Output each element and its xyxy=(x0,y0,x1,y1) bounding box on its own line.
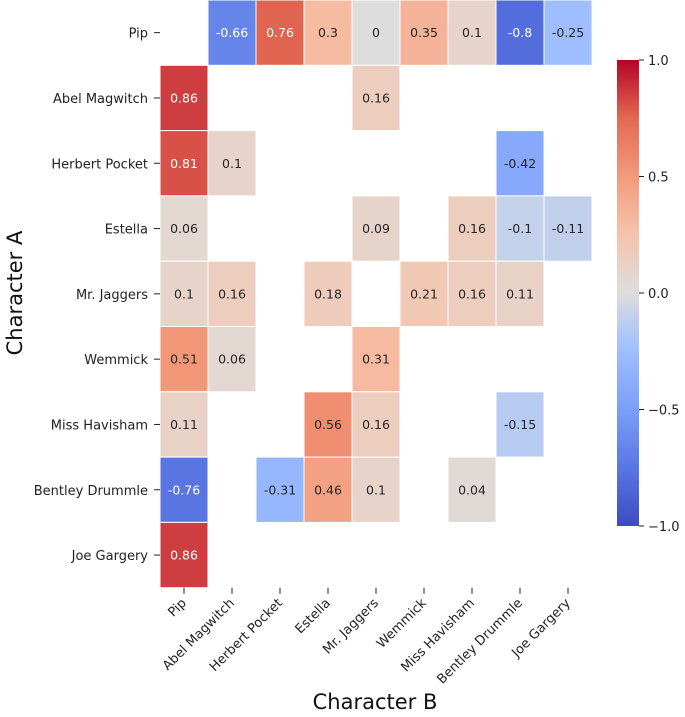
heatmap-cell xyxy=(159,64,209,132)
cell-value-label: 0.09 xyxy=(362,221,390,236)
heatmap-cell xyxy=(207,0,257,66)
cell-value-label: 0.18 xyxy=(314,286,342,301)
y-tick-label: Mr. Jaggers xyxy=(76,288,148,303)
cell-value-label: -0.66 xyxy=(216,25,248,40)
cell-value-label: 0.1 xyxy=(462,25,482,40)
y-tick-label: Wemmick xyxy=(84,353,148,368)
heatmap-cell xyxy=(159,195,209,262)
cell-value-label: 0.1 xyxy=(222,156,242,171)
colorbar-tick-label: 0.5 xyxy=(648,171,669,186)
cell-value-label: 0.1 xyxy=(174,286,194,301)
cell-value-label: 0.3 xyxy=(318,25,338,40)
heatmap-cell xyxy=(351,195,401,262)
cell-value-label: 0.21 xyxy=(410,286,438,301)
heatmap-cell xyxy=(543,195,593,262)
cell-value-label: 0.16 xyxy=(458,221,486,236)
cell-value-label: 0.46 xyxy=(314,482,342,497)
cell-value-label: 0.86 xyxy=(170,548,198,563)
colorbar-gradient xyxy=(617,60,639,526)
x-axis-title: Character B xyxy=(313,690,438,714)
y-tick-label: Miss Havisham xyxy=(51,418,148,433)
heatmap-cell xyxy=(399,0,449,66)
cell-value-label: -0.76 xyxy=(168,482,200,497)
y-tick-label: Abel Magwitch xyxy=(53,92,148,107)
cell-value-label: -0.8 xyxy=(508,25,532,40)
cell-value-label: 0.11 xyxy=(170,417,198,432)
heatmap-cell xyxy=(447,0,497,66)
heatmap-cell xyxy=(351,326,401,393)
cell-value-label: 0.16 xyxy=(362,417,390,432)
x-tick-label: Pip xyxy=(165,596,189,620)
heatmap-cells: -0.66 0.76 0.3 0 0.35 0.1 -0.8 -0.25 0.86 0.16 0.8… xyxy=(159,0,593,589)
heatmap-cell xyxy=(351,0,401,66)
colorbar-tick-label: 0.0 xyxy=(648,287,669,302)
heatmap-cell xyxy=(159,456,209,523)
y-tick-label: Joe Gargery xyxy=(71,549,149,564)
heatmap-cell xyxy=(303,0,353,66)
heatmap-cell xyxy=(447,195,497,262)
cell-value-label: 0.31 xyxy=(362,352,390,367)
colorbar-tick-label: 1.0 xyxy=(648,54,669,69)
cell-value-label: 0.51 xyxy=(170,352,198,367)
y-tick-label: Bentley Drummle xyxy=(34,484,148,499)
heatmap-cell xyxy=(207,326,257,393)
heatmap-cell xyxy=(303,260,353,328)
heatmap-cell xyxy=(207,260,257,328)
cell-value-label: 0.16 xyxy=(218,286,246,301)
cell-value-label: 0.06 xyxy=(218,352,246,367)
heatmap-cell xyxy=(159,260,209,328)
heatmap-cell xyxy=(543,0,593,66)
heatmap-cell xyxy=(303,391,353,458)
heatmap-cell xyxy=(351,391,401,458)
heatmap-cell xyxy=(303,456,353,523)
y-tick-label: Pip xyxy=(129,27,148,42)
cell-value-label: 0.1 xyxy=(366,482,386,497)
cell-value-label: 0.06 xyxy=(170,221,198,236)
cell-value-label: 0 xyxy=(372,25,380,40)
heatmap-cell xyxy=(159,391,209,458)
cell-value-label: -0.11 xyxy=(552,221,584,236)
heatmap-cell xyxy=(447,260,497,328)
cell-value-label: -0.1 xyxy=(508,221,532,236)
colorbar-tick-label: −1.0 xyxy=(648,520,680,535)
heatmap-cell xyxy=(495,0,545,66)
cell-value-label: -0.31 xyxy=(264,482,296,497)
heatmap-cell xyxy=(351,456,401,523)
colorbar: 1.0 0.5 0.0 −0.5 −1.0 xyxy=(617,54,680,535)
heatmap-cell xyxy=(207,130,257,197)
heatmap-cell xyxy=(447,456,497,523)
cell-value-label: 0.16 xyxy=(362,90,390,105)
y-axis-title: Character A xyxy=(3,230,27,355)
colorbar-tick-label: −0.5 xyxy=(648,404,680,419)
heatmap-cell xyxy=(351,64,401,132)
cell-value-label: -0.42 xyxy=(504,156,536,171)
cell-value-label: 0.86 xyxy=(170,90,198,105)
heatmap-cell xyxy=(495,260,545,328)
cell-value-label: 0.76 xyxy=(266,25,294,40)
x-tick-label: Estella xyxy=(293,596,334,637)
cell-value-label: 0.11 xyxy=(506,286,534,301)
x-tick-label: Bentley Drummle xyxy=(434,596,525,687)
y-tick-labels: Pip Abel Magwitch Herbert Pocket Estella Mr.… xyxy=(34,27,160,564)
cell-value-label: 0.16 xyxy=(458,286,486,301)
cell-value-label: 0.04 xyxy=(458,482,486,497)
heatmap-cell xyxy=(255,0,305,66)
cell-value-label: -0.25 xyxy=(552,25,584,40)
heatmap-cell xyxy=(495,391,545,458)
y-tick-label: Herbert Pocket xyxy=(51,157,148,172)
cell-value-label: 0.81 xyxy=(170,156,198,171)
cell-value-label: -0.15 xyxy=(504,417,536,432)
heatmap-cell xyxy=(495,130,545,197)
cell-value-label: 0.56 xyxy=(314,417,342,432)
y-tick-label: Estella xyxy=(105,223,148,238)
heatmap-cell xyxy=(255,456,305,523)
cell-value-label: 0.35 xyxy=(410,25,438,40)
